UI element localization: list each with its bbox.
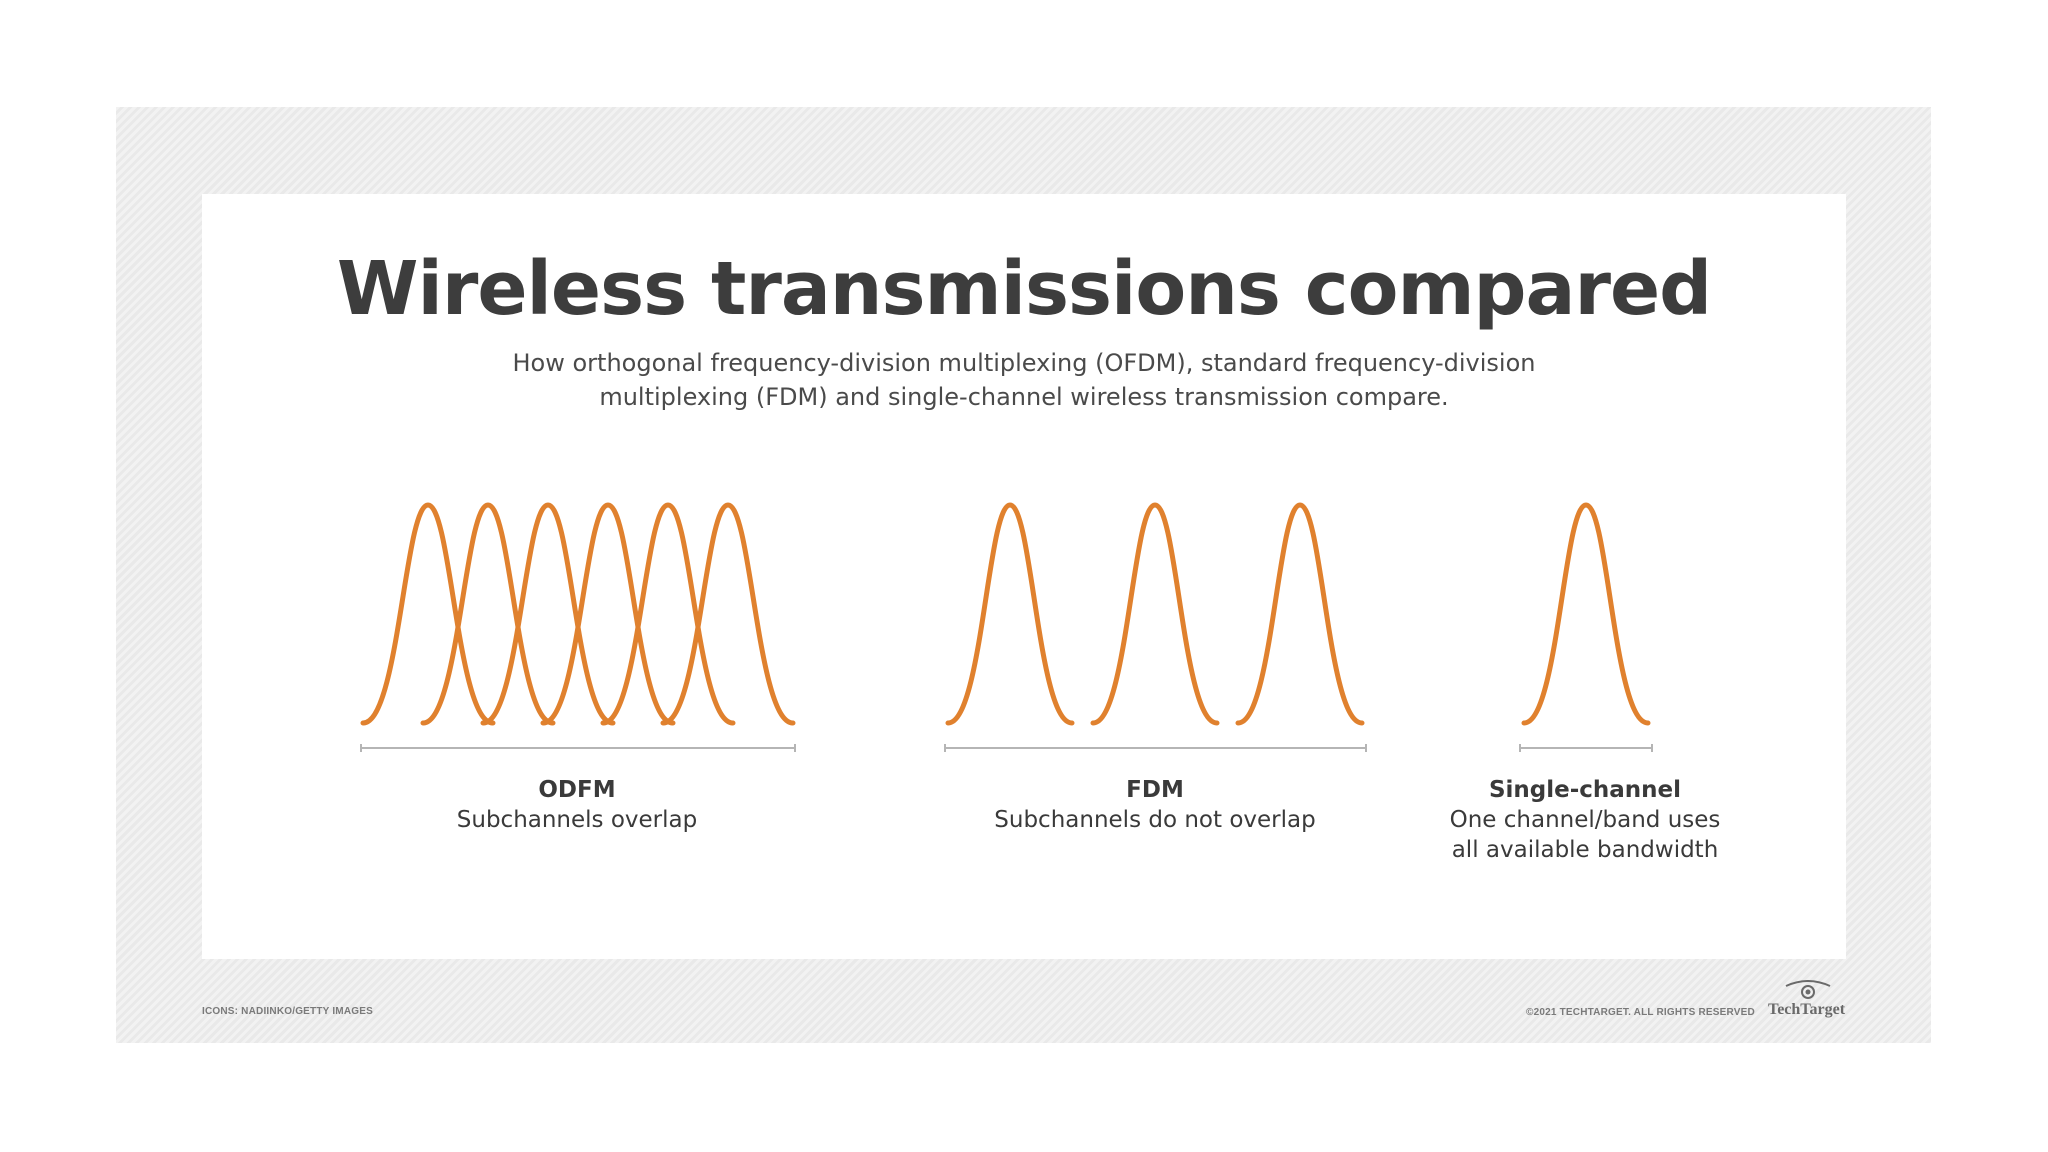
ofdm-description: Subchannels overlap — [456, 807, 698, 833]
fdm-label: FDM — [1126, 777, 1184, 803]
subtitle-line-1: How orthogonal frequency-division multip… — [512, 349, 1536, 377]
page-subtitle: How orthogonal frequency-division multip… — [424, 346, 1624, 414]
fdm-caption: FDM Subchannels do not overlap — [955, 775, 1355, 835]
fdm-description: Subchannels do not overlap — [994, 807, 1316, 833]
single-channel-description-line-2: all available bandwidth — [1451, 837, 1719, 863]
copyright-notice: ©2021 TECHTARGET. ALL RIGHTS RESERVED — [1526, 1007, 1755, 1018]
ofdm-label: ODFM — [538, 777, 616, 803]
single-channel-caption: Single-channel One channel/band uses all… — [1385, 775, 1785, 865]
icons-credit: ICONS: NADIINKO/GETTY IMAGES — [202, 1006, 373, 1017]
techtarget-eye-icon — [1785, 980, 1831, 999]
subtitle-line-2: multiplexing (FDM) and single-channel wi… — [599, 383, 1449, 411]
single-channel-description-line-1: One channel/band uses — [1449, 807, 1721, 833]
ofdm-caption: ODFM Subchannels overlap — [377, 775, 777, 835]
single-channel-label: Single-channel — [1488, 777, 1682, 803]
techtarget-logo-text: TechTarget — [1768, 1001, 1846, 1018]
page-title: Wireless transmissions compared — [336, 246, 1712, 332]
